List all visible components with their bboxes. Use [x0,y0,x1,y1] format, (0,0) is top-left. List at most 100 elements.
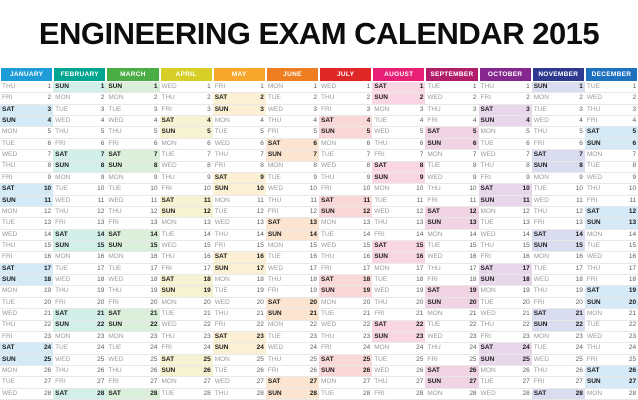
day-number: 9 [579,173,583,181]
day-name: FRI [427,117,438,124]
day-cell-october-22: THU 22 [478,321,532,332]
day-name: FRI [480,94,492,102]
day-cell-august-21: FRI 21 [372,309,426,321]
day-number: 19 [575,287,583,295]
day-cell-may-6: WED 6 [212,139,266,151]
day-number: 2 [47,94,52,102]
day-cell-november-16: MON 16 [531,252,585,264]
day-number: 6 [419,139,424,147]
day-number: 25 [362,355,371,363]
day-cell-january-28: WED 28 [0,389,54,400]
day-cell-july-10: FRI 10 [319,184,373,196]
day-cell-august-17: MON 17 [372,264,426,276]
day-number: 18 [469,276,477,284]
day-number: 21 [628,310,637,318]
day-cell-june-17: WED 17 [265,264,320,276]
day-cell-june-10: WED 10 [265,184,320,196]
day-cell-february-6: FRI 6 [53,139,107,151]
day-number: 14 [628,230,637,238]
day-name: MON [267,241,284,249]
day-number: 26 [256,366,264,374]
day-cell-december-24: THU 24 [584,343,638,355]
day-name: MON [55,332,71,340]
day-number: 19 [362,287,371,295]
day-name: WED [214,219,230,227]
day-cell-september-24: THU 24 [425,343,479,355]
day-cell-march-8: SUN 8 [106,161,160,173]
day-name: WED [586,173,603,181]
day-name: SUN [321,207,335,215]
day-name: FRI [586,117,598,124]
day-number: 6 [100,139,105,147]
day-cell-december-8: TUE 8 [584,162,638,173]
day-number: 20 [309,298,318,306]
day-number: 24 [256,344,264,352]
day-cell-july-11: SAT 11 [319,195,373,207]
day-name: WED [480,389,496,397]
day-cell-august-23: SUN 23 [372,331,426,344]
day-cell-january-2: FRI 2 [0,93,54,105]
day-number: 1 [313,82,318,90]
day-cell-november-8: SUN 8 [531,161,585,173]
day-cell-january-8: THU 8 [0,162,54,173]
day-name: FRI [533,139,545,147]
day-number: 22 [362,321,371,329]
day-cell-october-7: WED 7 [478,150,532,162]
day-name: MON [161,378,177,386]
day-number: 11 [44,196,52,204]
day-cell-march-13: FRI 13 [106,218,160,230]
day-number: 5 [100,128,105,136]
day-name: TUE [2,298,15,306]
day-number: 7 [366,151,371,159]
day-number: 1 [526,82,530,90]
day-name: SAT [374,241,387,249]
day-number: 24 [416,344,424,352]
day-number: 11 [629,196,637,204]
day-cell-july-6: MON 6 [319,139,373,151]
day-number: 21 [522,310,530,318]
day-name: SAT [533,151,547,159]
day-number: 18 [575,276,583,284]
day-cell-june-13: SAT 13 [265,218,320,230]
day-number: 20 [628,298,637,306]
day-cell-june-28: SUN 28 [265,388,320,400]
day-cell-september-2: WED 2 [425,93,479,105]
day-name: MON [2,207,18,215]
day-name: THU [108,287,122,295]
day-cell-february-28: SAT 28 [53,388,107,400]
day-name: SAT [427,207,440,215]
day-number: 15 [309,241,318,249]
day-name: THU [533,207,548,215]
day-number: 13 [309,219,318,227]
day-name: WED [108,117,124,124]
day-name: WED [161,162,177,170]
day-number: 16 [256,253,264,261]
day-cell-november-4: WED 4 [531,116,585,128]
day-number: 18 [43,276,52,284]
day-cell-august-7: FRI 7 [372,150,426,162]
day-cell-june-14: SUN 14 [265,229,320,242]
day-cell-april-19: SUN 19 [159,286,213,298]
day-number: 6 [366,139,371,147]
day-number: 5 [632,128,637,136]
day-cell-march-21: SAT 21 [106,309,160,321]
day-name: MON [374,105,390,113]
day-cell-april-26: SUN 26 [159,365,213,378]
day-name: FRI [161,344,172,352]
day-cell-december-11: FRI 11 [584,196,638,207]
day-name: WED [533,117,549,124]
day-name: SUN [321,366,335,374]
day-number: 21 [203,310,211,318]
month-header-november: NOVEMBER [532,68,584,81]
day-name: WED [108,276,124,284]
day-cell-july-23: THU 23 [319,332,373,344]
day-cell-august-14: FRI 14 [372,230,426,242]
day-cell-october-24: SAT 24 [478,343,532,355]
day-cell-april-14: TUE 14 [159,230,213,242]
day-name: MON [108,94,124,102]
day-number: 22 [575,321,583,329]
day-name: WED [161,82,177,90]
day-cell-june-6: SAT 6 [265,138,320,151]
day-name: MON [214,117,230,124]
day-number: 3 [632,105,637,113]
